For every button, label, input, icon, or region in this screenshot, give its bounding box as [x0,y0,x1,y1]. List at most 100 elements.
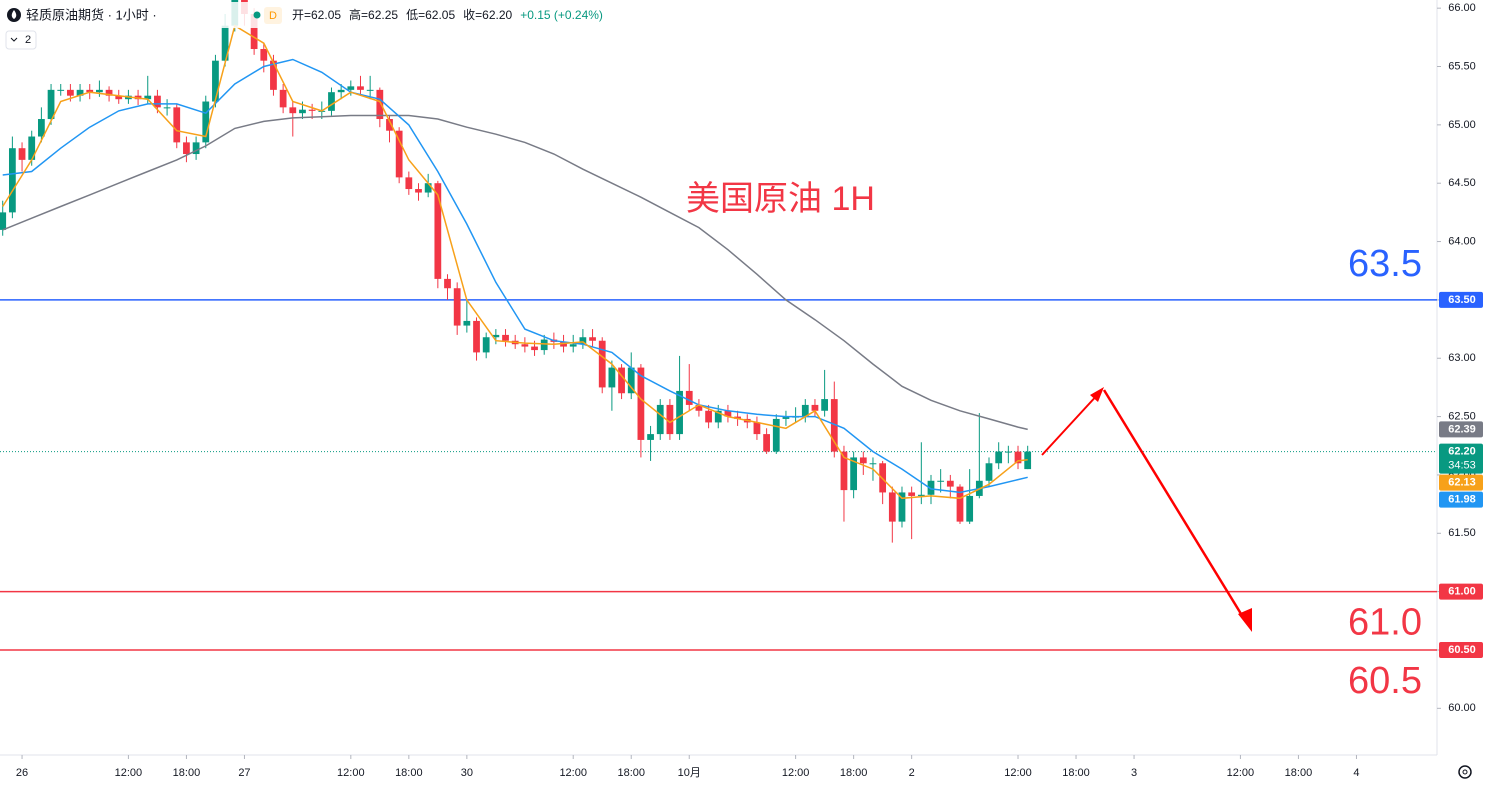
y-tick-label: 65.00 [1448,119,1476,131]
level-label-bg [1439,641,1483,658]
candle-body [357,86,364,90]
candle-body [202,101,210,143]
candle-body [637,367,645,440]
candle-body [985,463,993,481]
candle-body [270,60,277,90]
ohlc-item: 高=62.25 [349,7,398,22]
arrow-line [1041,391,1101,456]
x-tick-label: 18:00 [840,767,868,779]
candle-body [502,334,509,341]
ohlc-item: 开=62.05 [292,8,341,22]
arrow-head [1238,608,1252,632]
level-label: 60.50 [1448,644,1476,656]
ma-line [2,24,1028,500]
ohlc-item: +0.15 (+0.24%) [520,8,603,22]
candle-body [376,89,384,120]
candle-body [482,337,490,353]
candle-body [608,367,616,388]
candle-body [995,451,1003,464]
x-tick-label: 3 [1131,767,1137,779]
candle-body [695,404,703,411]
gear[interactable] [1458,765,1472,779]
x-tick-label: 10月 [678,767,701,779]
level-text: 61.0 [1348,602,1422,644]
level-label: 61.00 [1448,586,1476,598]
pane-badge[interactable] [5,30,37,50]
candle-body [289,107,297,114]
candle-body [28,136,36,160]
level-text: 60.5 [1348,660,1422,702]
candle-body [424,183,432,193]
candle-body [38,119,45,137]
candle-body [850,457,858,491]
ma-line [2,58,1028,494]
candle-body [859,457,867,464]
candle-body [18,148,26,160]
candle-body [937,480,945,482]
x-tick-label: 12:00 [782,767,810,779]
candle-body [734,416,741,419]
candle-body [579,337,587,345]
x-tick-label: 12:00 [337,767,365,779]
candle-body [927,480,935,495]
candle-body [212,60,219,102]
chevron [10,37,18,42]
candle-body [521,344,529,347]
candle-body [453,288,461,326]
candle-body [840,451,848,491]
chart-title: 轻质原油期货 · 1小时 · [26,7,157,22]
candle-body [366,89,374,91]
level-label-bg [1439,291,1483,308]
x-tick-label: 18:00 [1285,767,1313,779]
candle-body [8,148,16,213]
candle-body [714,410,722,423]
last-price-bg [1439,443,1483,474]
candle-body [917,494,925,496]
candle-body [444,278,451,289]
level-label-bg [1439,583,1483,600]
candle-body [260,49,268,61]
candle-body [598,340,606,388]
candle-body [279,89,287,108]
candle-body [86,89,94,93]
candle-body [47,89,55,120]
candle-body [589,337,596,341]
candle-body [67,89,74,96]
candle-body [531,346,538,351]
x-tick-label: 12:00 [115,767,143,779]
x-tick-label: 18:00 [1062,767,1090,779]
ma-line [2,114,1028,431]
candle-body [647,434,654,440]
candle-body [966,495,974,522]
x-tick-label: 12:00 [1227,767,1255,779]
x-tick-label: 12:00 [559,767,587,779]
line-label: 61.98 [1448,494,1476,506]
x-tick-label: 2 [909,767,915,779]
arrow-head [1090,387,1104,402]
candle-body [434,183,442,279]
arrow-drawing [1041,387,1252,632]
candle-body [656,404,664,435]
candle-body [221,25,229,61]
candle-body [724,410,732,417]
badge[interactable] [264,7,282,24]
y-tick-label: 64.00 [1448,235,1476,247]
candle-body [782,416,790,419]
plot-area [0,0,1437,651]
settings-icon[interactable] [1458,765,1472,779]
symbol-icon [11,10,17,19]
y-tick-label: 66.00 [1448,2,1476,14]
candle-body [395,130,403,178]
status-dot [253,11,261,19]
ohlc-item: 收=62.20 [463,8,512,22]
candle-body [96,89,103,93]
candle-body [386,119,393,131]
candle-body [705,410,712,423]
candle-body [347,86,355,90]
candle-body [173,107,181,143]
header-bg [0,2,620,28]
countdown: 34:53 [1448,460,1476,472]
candle-body [772,418,780,452]
y-tick-label: 61.50 [1448,527,1476,539]
candle-body [415,189,422,193]
